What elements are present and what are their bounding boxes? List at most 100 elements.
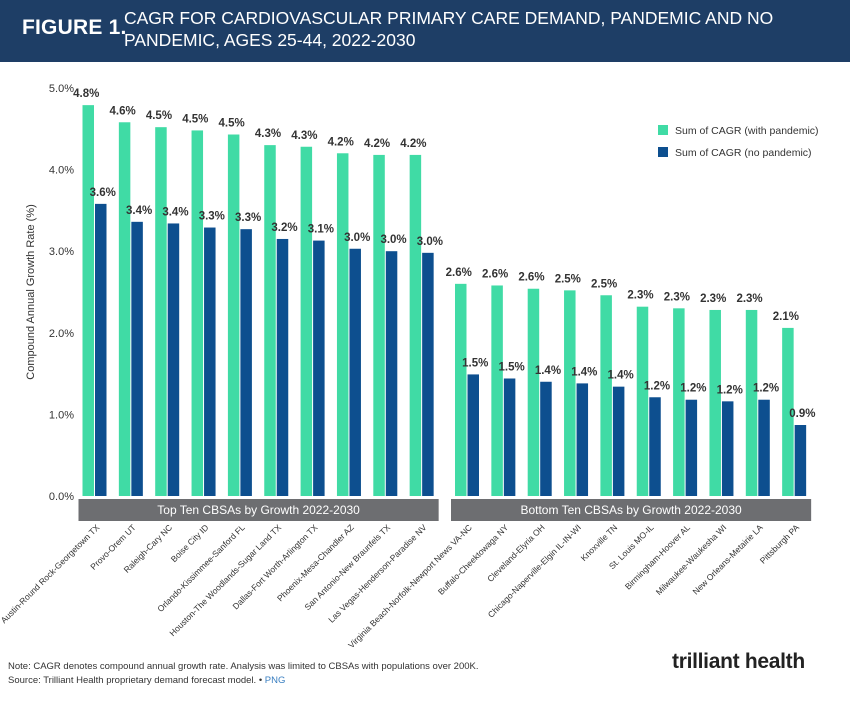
bar-with-pandemic: [118, 122, 131, 496]
png-link[interactable]: PNG: [264, 675, 286, 686]
data-label-no-pandemic: 1.4%: [571, 366, 597, 378]
group-band: [451, 499, 812, 521]
data-label-no-pandemic: 3.0%: [380, 234, 406, 246]
bar-no-pandemic: [540, 381, 552, 496]
data-label-no-pandemic: 3.0%: [417, 236, 443, 248]
category-label: Birmingham-Hoover AL: [623, 522, 692, 591]
bar-with-pandemic: [409, 154, 422, 497]
data-label-no-pandemic: 3.2%: [271, 222, 297, 234]
data-label-no-pandemic: 3.3%: [199, 211, 225, 223]
cagr-bar-chart: 0.0% 1.0% 2.0% 3.0% 4.0% 5.0% Compound Annual …: [0, 83, 819, 650]
category-label: Pittsburgh PA: [758, 522, 802, 566]
data-label-no-pandemic: 1.2%: [644, 380, 670, 392]
data-label-no-pandemic: 3.4%: [126, 205, 152, 217]
footer-source: Source: Trilliant Health proprietary dem…: [8, 675, 263, 686]
data-label-with-pandemic: 2.1%: [773, 311, 799, 323]
bar-with-pandemic: [636, 306, 649, 496]
y-tick-label: 4.0%: [49, 165, 74, 177]
legend-swatch: [658, 125, 668, 135]
bar-with-pandemic: [264, 145, 276, 496]
data-label-no-pandemic: 3.1%: [308, 224, 334, 236]
bar-no-pandemic: [131, 221, 143, 496]
bar-no-pandemic: [794, 425, 807, 496]
bar-no-pandemic: [422, 252, 434, 496]
data-label-with-pandemic: 4.6%: [109, 105, 135, 117]
bar-no-pandemic: [758, 399, 770, 496]
group-band: [78, 499, 439, 521]
data-label-no-pandemic: 1.4%: [535, 365, 561, 377]
data-label-with-pandemic: 2.3%: [627, 290, 653, 302]
data-label-no-pandemic: 1.2%: [717, 384, 743, 396]
category-label: Buffalo-Cheektowaga NY: [436, 522, 511, 597]
bar-with-pandemic: [564, 290, 576, 496]
data-label-with-pandemic: 2.5%: [591, 278, 617, 290]
data-label-with-pandemic: 4.3%: [291, 130, 317, 142]
data-label-no-pandemic: 1.5%: [462, 357, 488, 369]
data-label-no-pandemic: 3.6%: [90, 187, 116, 199]
category-label: Milwaukee-Waukesha WI: [654, 522, 729, 597]
footer-note: Note: CAGR denotes compound annual growt…: [8, 661, 479, 672]
legend-entry: Sum of CAGR (with pandemic): [675, 125, 819, 137]
bar-with-pandemic: [300, 146, 313, 496]
data-label-with-pandemic: 4.2%: [328, 136, 354, 148]
category-label: Austin-Round Rock-Georgetown TX: [0, 522, 102, 625]
figure-title: CAGR FOR CARDIOVASCULAR PRIMARY CARE DEM…: [124, 8, 774, 50]
data-label-with-pandemic: 2.5%: [555, 273, 581, 285]
trilliant-health-logo: trilliant health: [672, 650, 805, 673]
data-label-no-pandemic: 1.5%: [498, 361, 524, 373]
data-label-with-pandemic: 2.6%: [446, 267, 472, 279]
bar-no-pandemic: [276, 238, 289, 496]
data-label-with-pandemic: 2.3%: [736, 293, 762, 305]
data-label-with-pandemic: 4.5%: [219, 118, 245, 130]
bar-no-pandemic: [467, 374, 479, 496]
bar-no-pandemic: [576, 383, 589, 496]
y-tick-label: 3.0%: [49, 246, 74, 258]
data-label-no-pandemic: 1.2%: [680, 383, 706, 395]
y-tick-label: 2.0%: [49, 328, 74, 340]
bar-with-pandemic: [600, 295, 612, 496]
bar-no-pandemic: [313, 240, 325, 496]
bar-no-pandemic: [649, 397, 661, 496]
data-label-with-pandemic: 4.2%: [364, 138, 390, 150]
y-tick-label: 1.0%: [49, 409, 74, 421]
bar-with-pandemic: [709, 309, 721, 496]
legend-swatch: [658, 147, 668, 157]
bar-no-pandemic: [385, 251, 398, 496]
y-axis-label: Compound Annual Growth Rate (%): [25, 204, 37, 379]
footer-source-line: Source: Trilliant Health proprietary dem…: [8, 674, 479, 688]
bar-no-pandemic: [685, 399, 698, 496]
data-label-with-pandemic: 4.3%: [255, 128, 281, 140]
bar-with-pandemic: [82, 105, 94, 497]
bar-no-pandemic: [204, 227, 216, 496]
bar-with-pandemic: [191, 130, 204, 496]
data-label-with-pandemic: 2.3%: [664, 291, 690, 303]
bar-with-pandemic: [155, 127, 167, 496]
y-tick-label: 0.0%: [49, 491, 74, 503]
data-label-with-pandemic: 4.5%: [182, 113, 208, 125]
bar-with-pandemic: [527, 288, 540, 496]
data-label-no-pandemic: 3.3%: [235, 212, 261, 224]
group-band-label: Bottom Ten CBSAs by Growth 2022-2030: [520, 503, 742, 517]
bar-with-pandemic: [673, 308, 685, 496]
figure-header: FIGURE 1. CAGR FOR CARDIOVASCULAR PRIMAR…: [0, 0, 850, 62]
data-label-with-pandemic: 2.6%: [518, 272, 544, 284]
bar-with-pandemic: [373, 154, 385, 497]
bar-with-pandemic: [227, 134, 240, 496]
bar-with-pandemic: [745, 309, 758, 496]
figure-label: FIGURE 1.: [22, 16, 127, 39]
data-label-with-pandemic: 4.5%: [146, 110, 172, 122]
data-label-with-pandemic: 2.6%: [482, 268, 508, 280]
data-label-with-pandemic: 4.2%: [400, 138, 426, 150]
bar-no-pandemic: [612, 386, 625, 496]
data-label-no-pandemic: 3.4%: [162, 206, 188, 218]
y-tick-label: 5.0%: [49, 83, 74, 95]
bar-no-pandemic: [349, 248, 361, 496]
category-label: New Orleans-Metairie LA: [691, 522, 765, 596]
group-band-label: Top Ten CBSAs by Growth 2022-2030: [157, 503, 360, 517]
data-label-no-pandemic: 3.0%: [344, 232, 370, 244]
data-label-no-pandemic: 1.4%: [608, 370, 634, 382]
data-label-no-pandemic: 1.2%: [753, 383, 779, 395]
bar-no-pandemic: [721, 401, 734, 496]
footer: Note: CAGR denotes compound annual growt…: [8, 660, 479, 688]
bar-with-pandemic: [455, 283, 467, 496]
